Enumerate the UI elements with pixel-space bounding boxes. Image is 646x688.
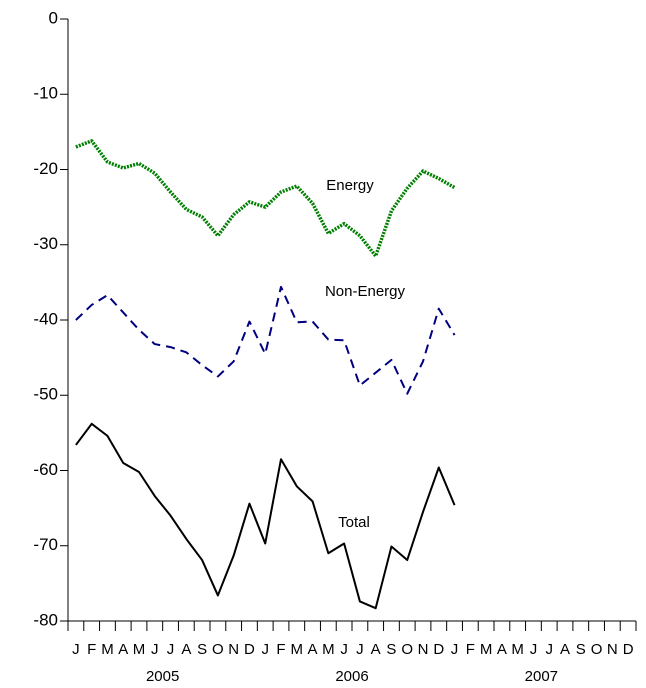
x-group-label: 2006 (335, 668, 368, 685)
x-tick-label: N (418, 641, 429, 658)
x-tick-label: J (72, 641, 80, 658)
x-tick-label: N (228, 641, 239, 658)
series-line (75, 139, 456, 258)
x-tick-label: N (607, 641, 618, 658)
x-tick-label: S (386, 641, 396, 658)
x-group-label: 2007 (525, 668, 558, 685)
x-tick-label: J (356, 641, 364, 658)
x-tick-label: A (181, 641, 191, 658)
x-tick-label: F (466, 641, 475, 658)
x-tick-label: J (530, 641, 538, 658)
x-tick-label: J (451, 641, 459, 658)
series-label: Energy (326, 177, 374, 194)
x-tick-label: J (545, 641, 553, 658)
y-tick-label: -20 (33, 159, 58, 178)
x-tick-label: A (497, 641, 507, 658)
x-tick-label: M (480, 641, 493, 658)
series-label: Non-Energy (325, 283, 406, 300)
x-tick-label: O (212, 641, 224, 658)
y-tick-label: -50 (33, 385, 58, 404)
x-tick-label: D (433, 641, 444, 658)
x-tick-label: S (576, 641, 586, 658)
x-tick-label: D (244, 641, 255, 658)
x-tick-label: A (118, 641, 128, 658)
y-tick-label: 0 (49, 8, 58, 27)
y-tick-label: -30 (33, 234, 58, 253)
y-tick-label: -60 (33, 460, 58, 479)
x-tick-label: M (511, 641, 524, 658)
x-tick-label: J (340, 641, 348, 658)
y-tick-label: -40 (33, 309, 58, 328)
x-tick-label: D (623, 641, 634, 658)
x-tick-label: F (87, 641, 96, 658)
x-tick-label: O (401, 641, 413, 658)
x-group-label: 2005 (146, 668, 179, 685)
x-tick-label: A (560, 641, 570, 658)
x-tick-label: S (197, 641, 207, 658)
y-tick-label: -70 (33, 535, 58, 554)
series-label: Total (338, 514, 370, 531)
series-line (75, 422, 456, 610)
x-tick-label: J (167, 641, 175, 658)
x-tick-label: M (291, 641, 304, 658)
x-tick-label: O (591, 641, 603, 658)
y-tick-label: -80 (33, 610, 58, 629)
x-tick-label: F (276, 641, 285, 658)
x-tick-label: A (308, 641, 318, 658)
x-tick-label: J (151, 641, 159, 658)
y-tick-label: -10 (33, 84, 58, 103)
series-line (75, 285, 456, 395)
x-tick-label: A (371, 641, 381, 658)
x-tick-label: M (101, 641, 114, 658)
x-tick-label: J (261, 641, 269, 658)
x-tick-label: M (133, 641, 146, 658)
x-tick-label: M (322, 641, 335, 658)
